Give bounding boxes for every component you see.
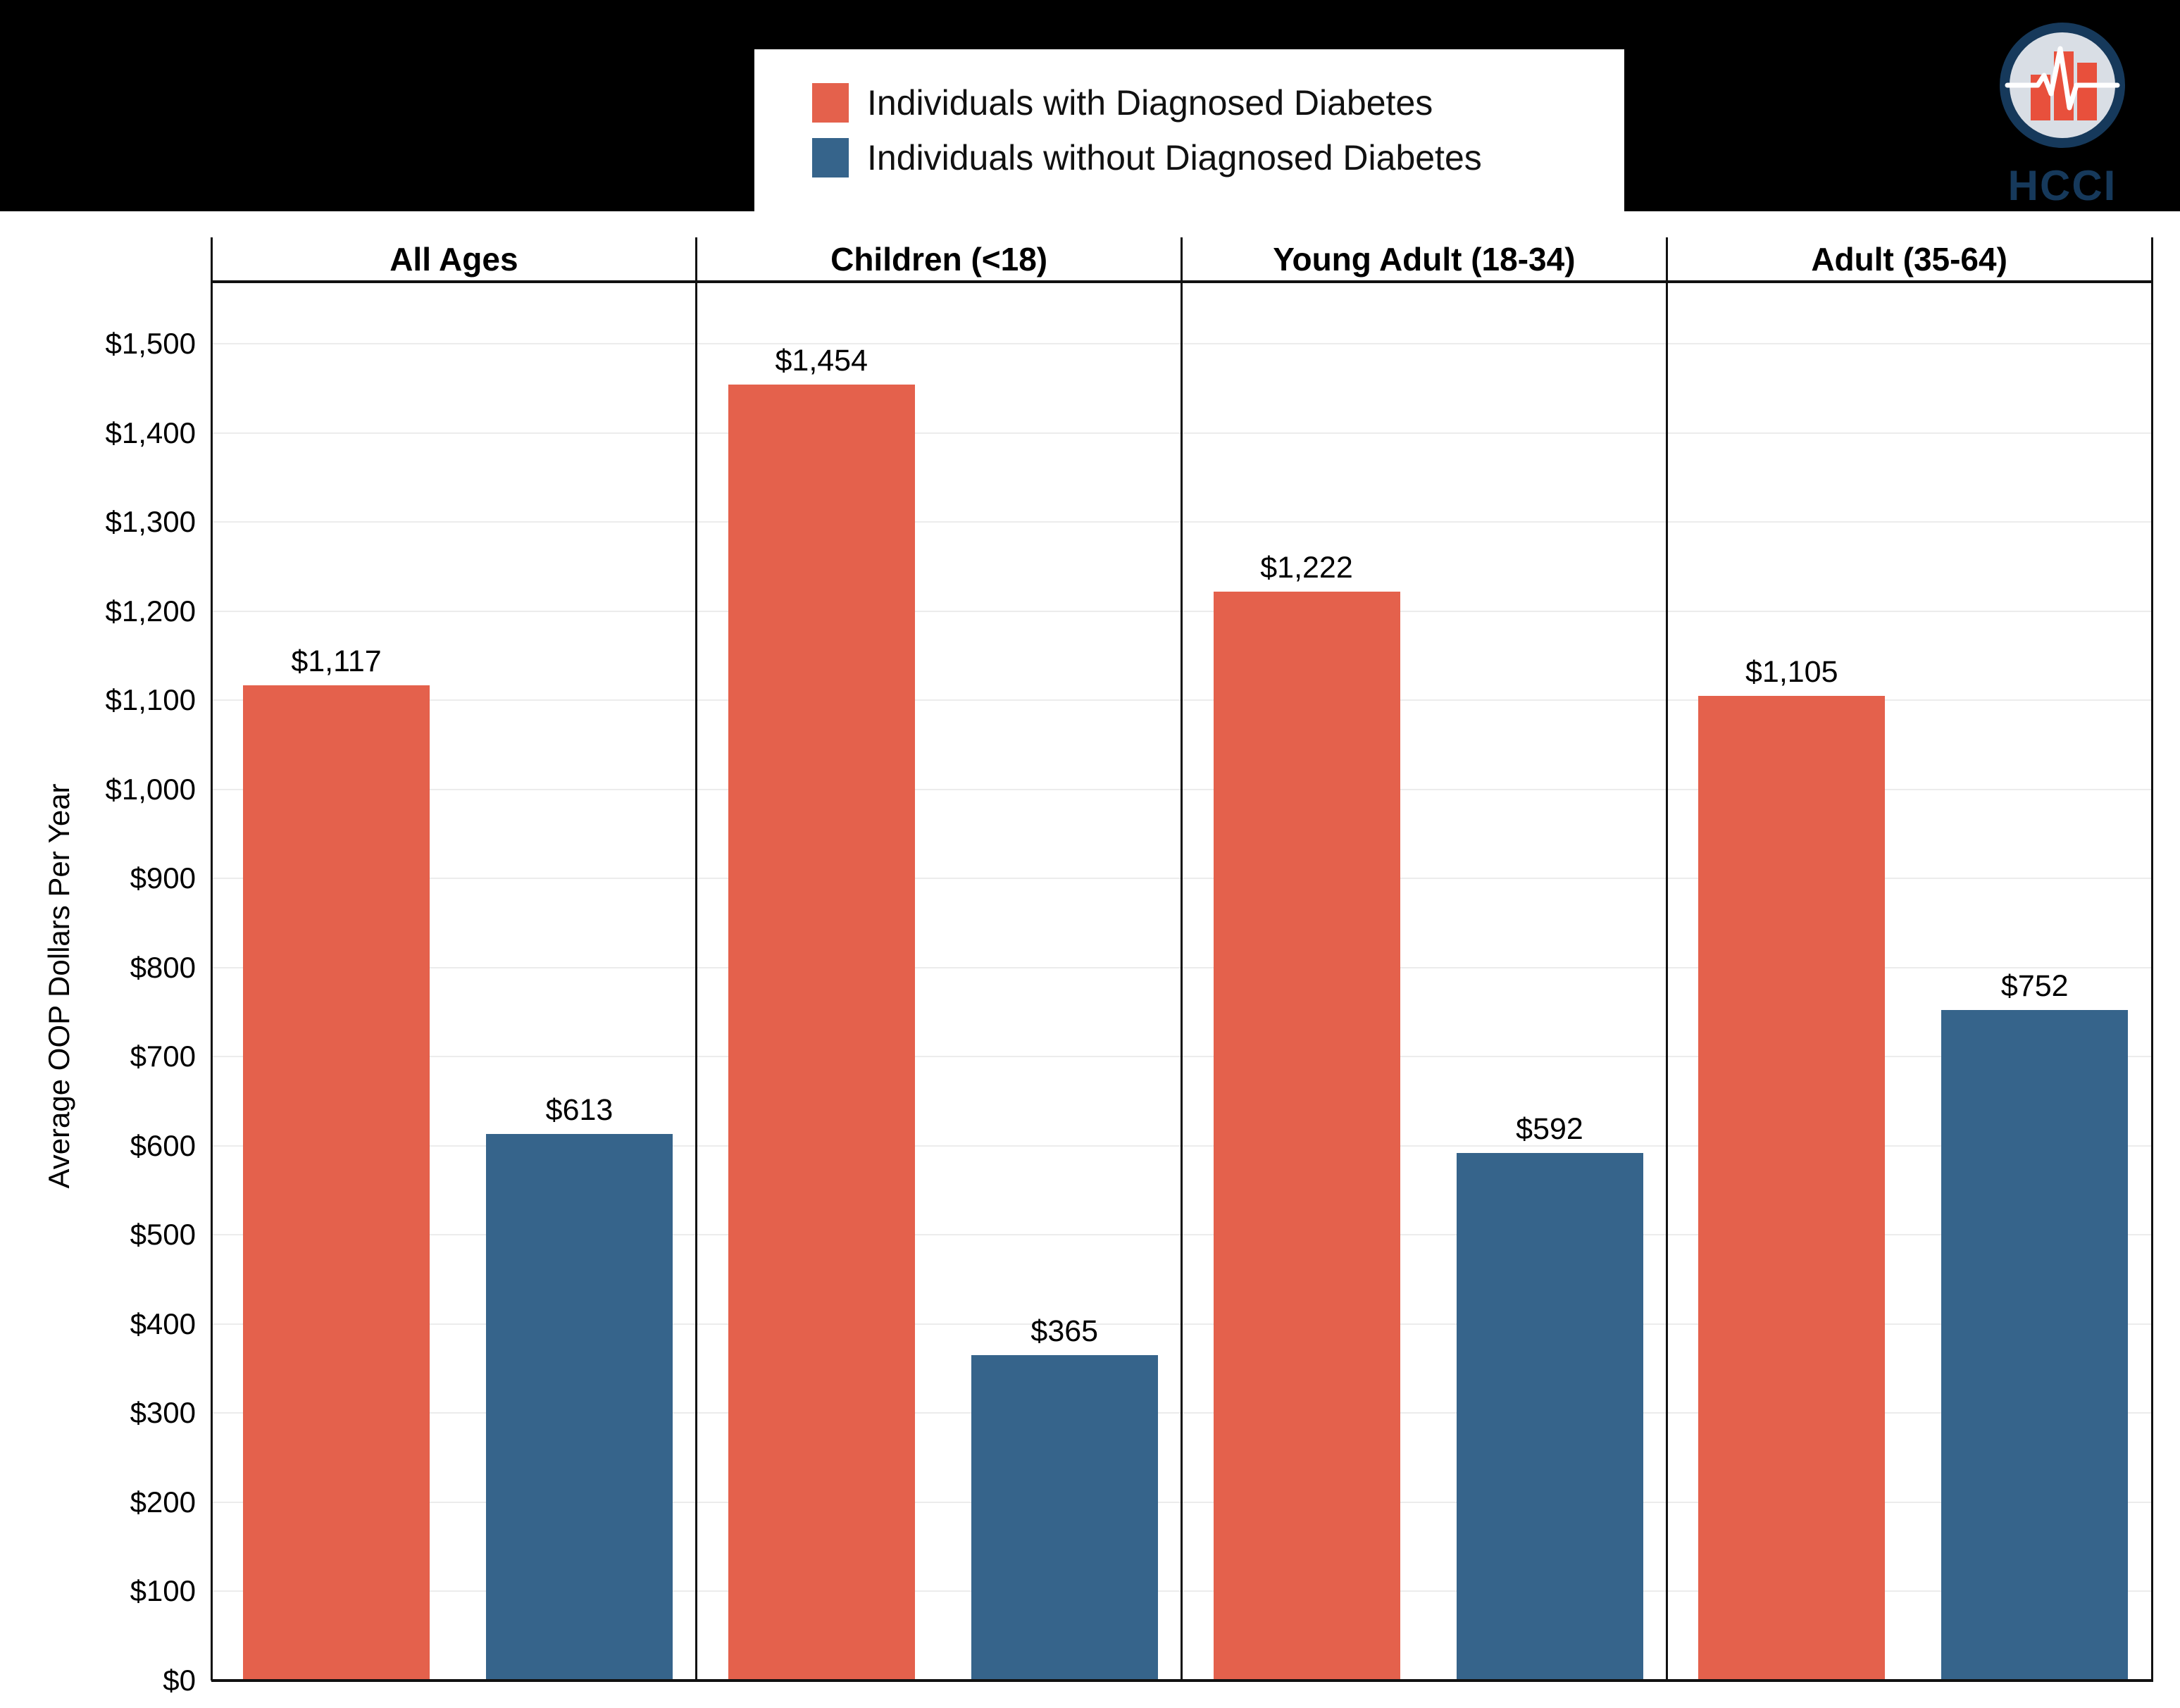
y-tick-label: $1,100 xyxy=(105,683,196,717)
legend-label-without-diabetes: Individuals without Diagnosed Diabetes xyxy=(867,138,1482,177)
y-tick-label: $800 xyxy=(130,950,196,984)
legend-item-without-diabetes: Individuals without Diagnosed Diabetes xyxy=(812,137,1624,178)
bar-with-diabetes xyxy=(1213,591,1400,1681)
y-tick-label: $1,400 xyxy=(105,416,196,449)
legend-swatch-without-diabetes xyxy=(812,138,849,177)
y-tick-label: $1,000 xyxy=(105,772,196,806)
bar-without-diabetes xyxy=(1456,1152,1643,1681)
y-axis-title: Average OOP Dollars Per Year xyxy=(42,783,75,1189)
panel-separator xyxy=(1181,237,1183,1681)
y-tick-label: $300 xyxy=(130,1396,196,1430)
bar-value-label: $752 xyxy=(2000,969,2069,1004)
panel-separator xyxy=(1665,237,1668,1681)
header-separator-line xyxy=(211,280,2153,283)
x-axis-line xyxy=(211,1679,2153,1682)
bar-with-diabetes xyxy=(728,385,915,1681)
panel-header: All Ages xyxy=(390,241,518,278)
bar-with-diabetes xyxy=(243,685,430,1681)
y-tick-label: $1,300 xyxy=(105,505,196,539)
legend-item-with-diabetes: Individuals with Diagnosed Diabetes xyxy=(812,82,1624,123)
plot-right-border xyxy=(2150,237,2153,1681)
bar-value-label: $1,222 xyxy=(1260,550,1353,585)
legend: Individuals with Diagnosed Diabetes Indi… xyxy=(754,49,1624,211)
panel-header: Children (<18) xyxy=(830,241,1048,278)
ekg-line-icon xyxy=(2005,46,2120,111)
panel-separator xyxy=(695,237,698,1681)
y-tick-label: $100 xyxy=(130,1574,196,1608)
y-tick-label: $600 xyxy=(130,1128,196,1162)
bar-value-label: $592 xyxy=(1516,1111,1583,1146)
bar-value-label: $1,105 xyxy=(1745,654,1838,689)
bar-without-diabetes xyxy=(971,1355,1158,1681)
y-tick-label: $200 xyxy=(130,1485,196,1519)
bar-without-diabetes xyxy=(1941,1010,2129,1681)
y-tick-label: $400 xyxy=(130,1307,196,1340)
hcci-logo-text: HCCI xyxy=(2007,162,2117,209)
bar-value-label: $1,454 xyxy=(775,344,868,378)
y-tick-label: $500 xyxy=(130,1218,196,1252)
hcci-logo-icon xyxy=(2000,23,2125,148)
y-tick-label: $1,500 xyxy=(105,327,196,360)
y-tick-label: $700 xyxy=(130,1040,196,1073)
legend-swatch-with-diabetes xyxy=(812,83,849,123)
bar-value-label: $613 xyxy=(545,1093,613,1128)
legend-label-with-diabetes: Individuals with Diagnosed Diabetes xyxy=(867,83,1433,123)
panel-header: Adult (35-64) xyxy=(1811,241,2007,278)
y-axis-line xyxy=(210,237,213,1681)
bar-value-label: $1,117 xyxy=(291,644,382,678)
y-tick-label: $1,200 xyxy=(105,594,196,628)
y-tick-label: $0 xyxy=(163,1664,196,1697)
bar-without-diabetes xyxy=(486,1134,673,1681)
panel-header: Young Adult (18-34) xyxy=(1273,241,1576,278)
bar-value-label: $365 xyxy=(1030,1314,1099,1349)
y-tick-label: $900 xyxy=(130,861,196,895)
hcci-logo: HCCI xyxy=(1991,13,2134,210)
bar-with-diabetes xyxy=(1698,695,1886,1681)
